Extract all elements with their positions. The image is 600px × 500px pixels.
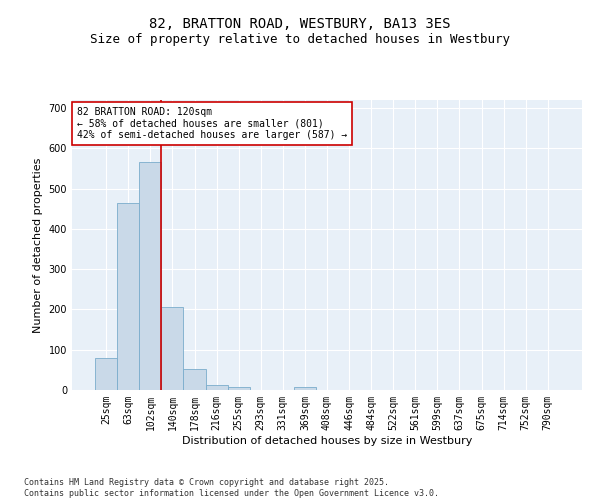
Bar	[227, 387, 250, 390]
X-axis label: Distribution of detached houses by size in Westbury: Distribution of detached houses by size …	[182, 436, 472, 446]
Bar	[139, 162, 161, 390]
Bar	[117, 202, 139, 390]
Bar	[161, 306, 184, 390]
Text: 82, BRATTON ROAD, WESTBURY, BA13 3ES: 82, BRATTON ROAD, WESTBURY, BA13 3ES	[149, 18, 451, 32]
Bar	[184, 369, 206, 390]
Text: Size of property relative to detached houses in Westbury: Size of property relative to detached ho…	[90, 32, 510, 46]
Bar	[206, 385, 227, 390]
Text: 82 BRATTON ROAD: 120sqm
← 58% of detached houses are smaller (801)
42% of semi-d: 82 BRATTON ROAD: 120sqm ← 58% of detache…	[77, 108, 347, 140]
Y-axis label: Number of detached properties: Number of detached properties	[33, 158, 43, 332]
Text: Contains HM Land Registry data © Crown copyright and database right 2025.
Contai: Contains HM Land Registry data © Crown c…	[24, 478, 439, 498]
Bar	[95, 358, 117, 390]
Bar	[294, 387, 316, 390]
